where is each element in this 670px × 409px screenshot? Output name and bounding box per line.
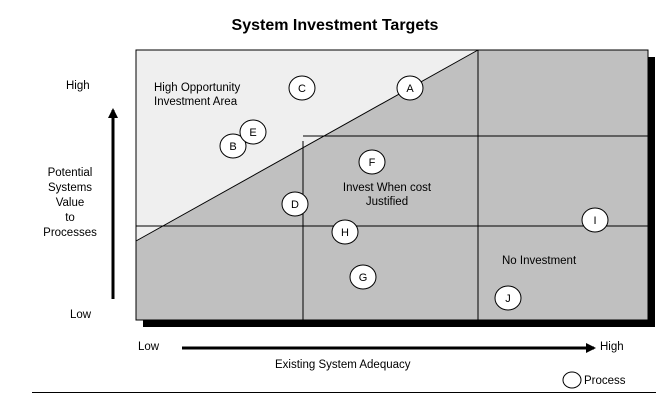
x-axis-title: Existing System Adequacy bbox=[275, 359, 411, 371]
opportunity-label-line-2: Investment Area bbox=[154, 96, 238, 108]
svg-text:I: I bbox=[593, 215, 596, 227]
process-C: C bbox=[288, 75, 316, 101]
svg-text:F: F bbox=[369, 157, 376, 169]
svg-text:D: D bbox=[291, 199, 299, 211]
svg-text:C: C bbox=[298, 83, 306, 95]
bottom-rule bbox=[32, 392, 656, 393]
svg-text:A: A bbox=[406, 83, 414, 95]
process-J: J bbox=[494, 285, 522, 311]
matrix-border bbox=[135, 49, 649, 321]
opportunity-label-line-1: High Opportunity bbox=[154, 82, 241, 94]
process-A: A bbox=[396, 75, 424, 101]
process-E: E bbox=[239, 119, 267, 145]
x-axis-high-label: High bbox=[600, 341, 624, 353]
legend-process-symbol bbox=[562, 371, 582, 389]
svg-text:E: E bbox=[249, 127, 256, 139]
process-B: B bbox=[219, 133, 247, 159]
y-axis-title-line-4: to bbox=[65, 212, 75, 224]
process-D: D bbox=[281, 191, 309, 217]
process-H: H bbox=[331, 219, 359, 245]
y-axis-title-line-3: Value bbox=[55, 197, 85, 209]
no-investment-label: No Investment bbox=[502, 255, 577, 267]
process-G: G bbox=[349, 264, 377, 290]
y-axis-low-label: Low bbox=[70, 309, 92, 321]
svg-text:H: H bbox=[341, 227, 349, 239]
svg-text:B: B bbox=[229, 141, 236, 153]
legend-process-label: Process bbox=[584, 375, 626, 387]
y-axis-high-label: High bbox=[66, 80, 90, 92]
svg-text:G: G bbox=[359, 272, 368, 284]
y-axis-title: Potential Systems Value to Processes bbox=[34, 166, 106, 241]
invest-when-label-line-2: Justified bbox=[366, 196, 408, 208]
process-F: F bbox=[358, 149, 386, 175]
y-axis-title-line-2: Systems bbox=[47, 182, 93, 194]
diagram-title: System Investment Targets bbox=[231, 17, 439, 34]
process-I: I bbox=[581, 207, 609, 233]
y-axis-title-line-1: Potential bbox=[47, 167, 93, 179]
x-axis-low-label: Low bbox=[138, 341, 160, 353]
invest-when-label-line-1: Invest When cost bbox=[343, 182, 432, 194]
svg-text:J: J bbox=[505, 293, 511, 305]
legend: Process bbox=[562, 371, 626, 389]
y-axis-title-line-5: Processes bbox=[43, 227, 97, 239]
